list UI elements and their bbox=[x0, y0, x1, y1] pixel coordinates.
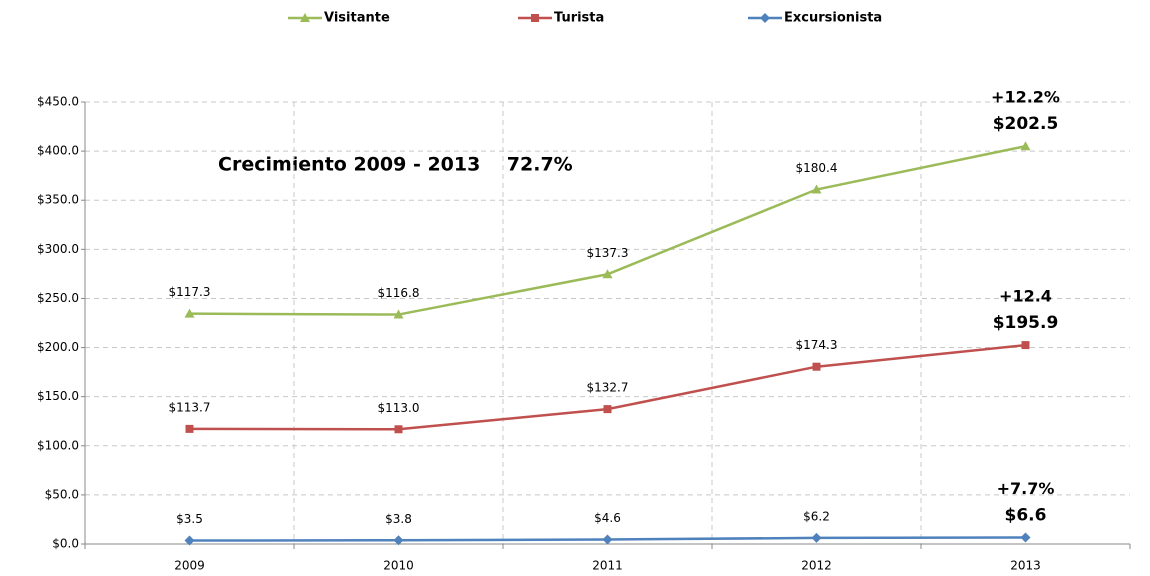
data-label: $3.5 bbox=[176, 512, 203, 526]
x-tick-label: 2010 bbox=[383, 559, 414, 573]
marker bbox=[760, 13, 770, 23]
data-label: $116.8 bbox=[378, 286, 420, 300]
data-label: $6.2 bbox=[803, 509, 830, 523]
marker bbox=[602, 269, 613, 279]
y-tick-label: $300.0 bbox=[37, 242, 79, 256]
marker bbox=[393, 309, 404, 319]
y-tick-label: $200.0 bbox=[37, 340, 79, 354]
data-label: $3.8 bbox=[385, 512, 412, 526]
data-label: $180.4 bbox=[796, 161, 838, 175]
marker bbox=[184, 308, 195, 318]
marker bbox=[393, 535, 404, 546]
y-tick-label: $350.0 bbox=[37, 193, 79, 207]
y-tick-label: $50.0 bbox=[45, 487, 79, 501]
marker bbox=[184, 535, 195, 546]
marker bbox=[812, 362, 821, 371]
y-tick-label: $250.0 bbox=[37, 291, 79, 305]
marker bbox=[185, 424, 194, 433]
x-tick-label: 2013 bbox=[1010, 559, 1041, 573]
annotation: Crecimiento 2009 - 2013 72.7% bbox=[218, 154, 573, 176]
marker bbox=[531, 14, 539, 22]
data-label: $202.5 bbox=[993, 114, 1059, 134]
data-label: $132.7 bbox=[587, 381, 629, 395]
marker bbox=[811, 184, 822, 194]
legend-label: Visitante bbox=[324, 11, 390, 26]
data-label: $6.6 bbox=[1005, 506, 1047, 526]
y-tick-label: $400.0 bbox=[37, 144, 79, 158]
marker bbox=[1020, 141, 1031, 151]
marker bbox=[1020, 532, 1031, 543]
change-label: +12.2% bbox=[991, 88, 1060, 107]
y-tick-label: $150.0 bbox=[37, 389, 79, 403]
y-tick-label: $100.0 bbox=[37, 438, 79, 452]
x-tick-label: 2012 bbox=[801, 559, 832, 573]
marker bbox=[602, 534, 613, 545]
marker bbox=[394, 425, 403, 434]
change-label: +7.7% bbox=[997, 479, 1055, 498]
x-tick-label: 2011 bbox=[592, 559, 623, 573]
data-label: $195.9 bbox=[993, 313, 1059, 333]
y-tick-label: $450.0 bbox=[37, 95, 79, 109]
x-tick-label: 2009 bbox=[174, 559, 205, 573]
marker bbox=[1021, 341, 1030, 350]
y-tick-label: $0.0 bbox=[52, 537, 79, 551]
legend-label: Turista bbox=[554, 11, 604, 26]
marker bbox=[300, 13, 310, 22]
data-label: $113.7 bbox=[169, 400, 211, 414]
data-label: $113.0 bbox=[378, 401, 420, 415]
change-label: +12.4 bbox=[999, 287, 1052, 306]
data-label: $117.3 bbox=[169, 285, 211, 299]
data-label: $4.6 bbox=[594, 511, 621, 525]
data-label: $174.3 bbox=[796, 338, 838, 352]
legend-label: Excursionista bbox=[784, 11, 882, 26]
data-label: $137.3 bbox=[587, 246, 629, 260]
marker bbox=[603, 405, 612, 414]
marker bbox=[811, 532, 822, 543]
